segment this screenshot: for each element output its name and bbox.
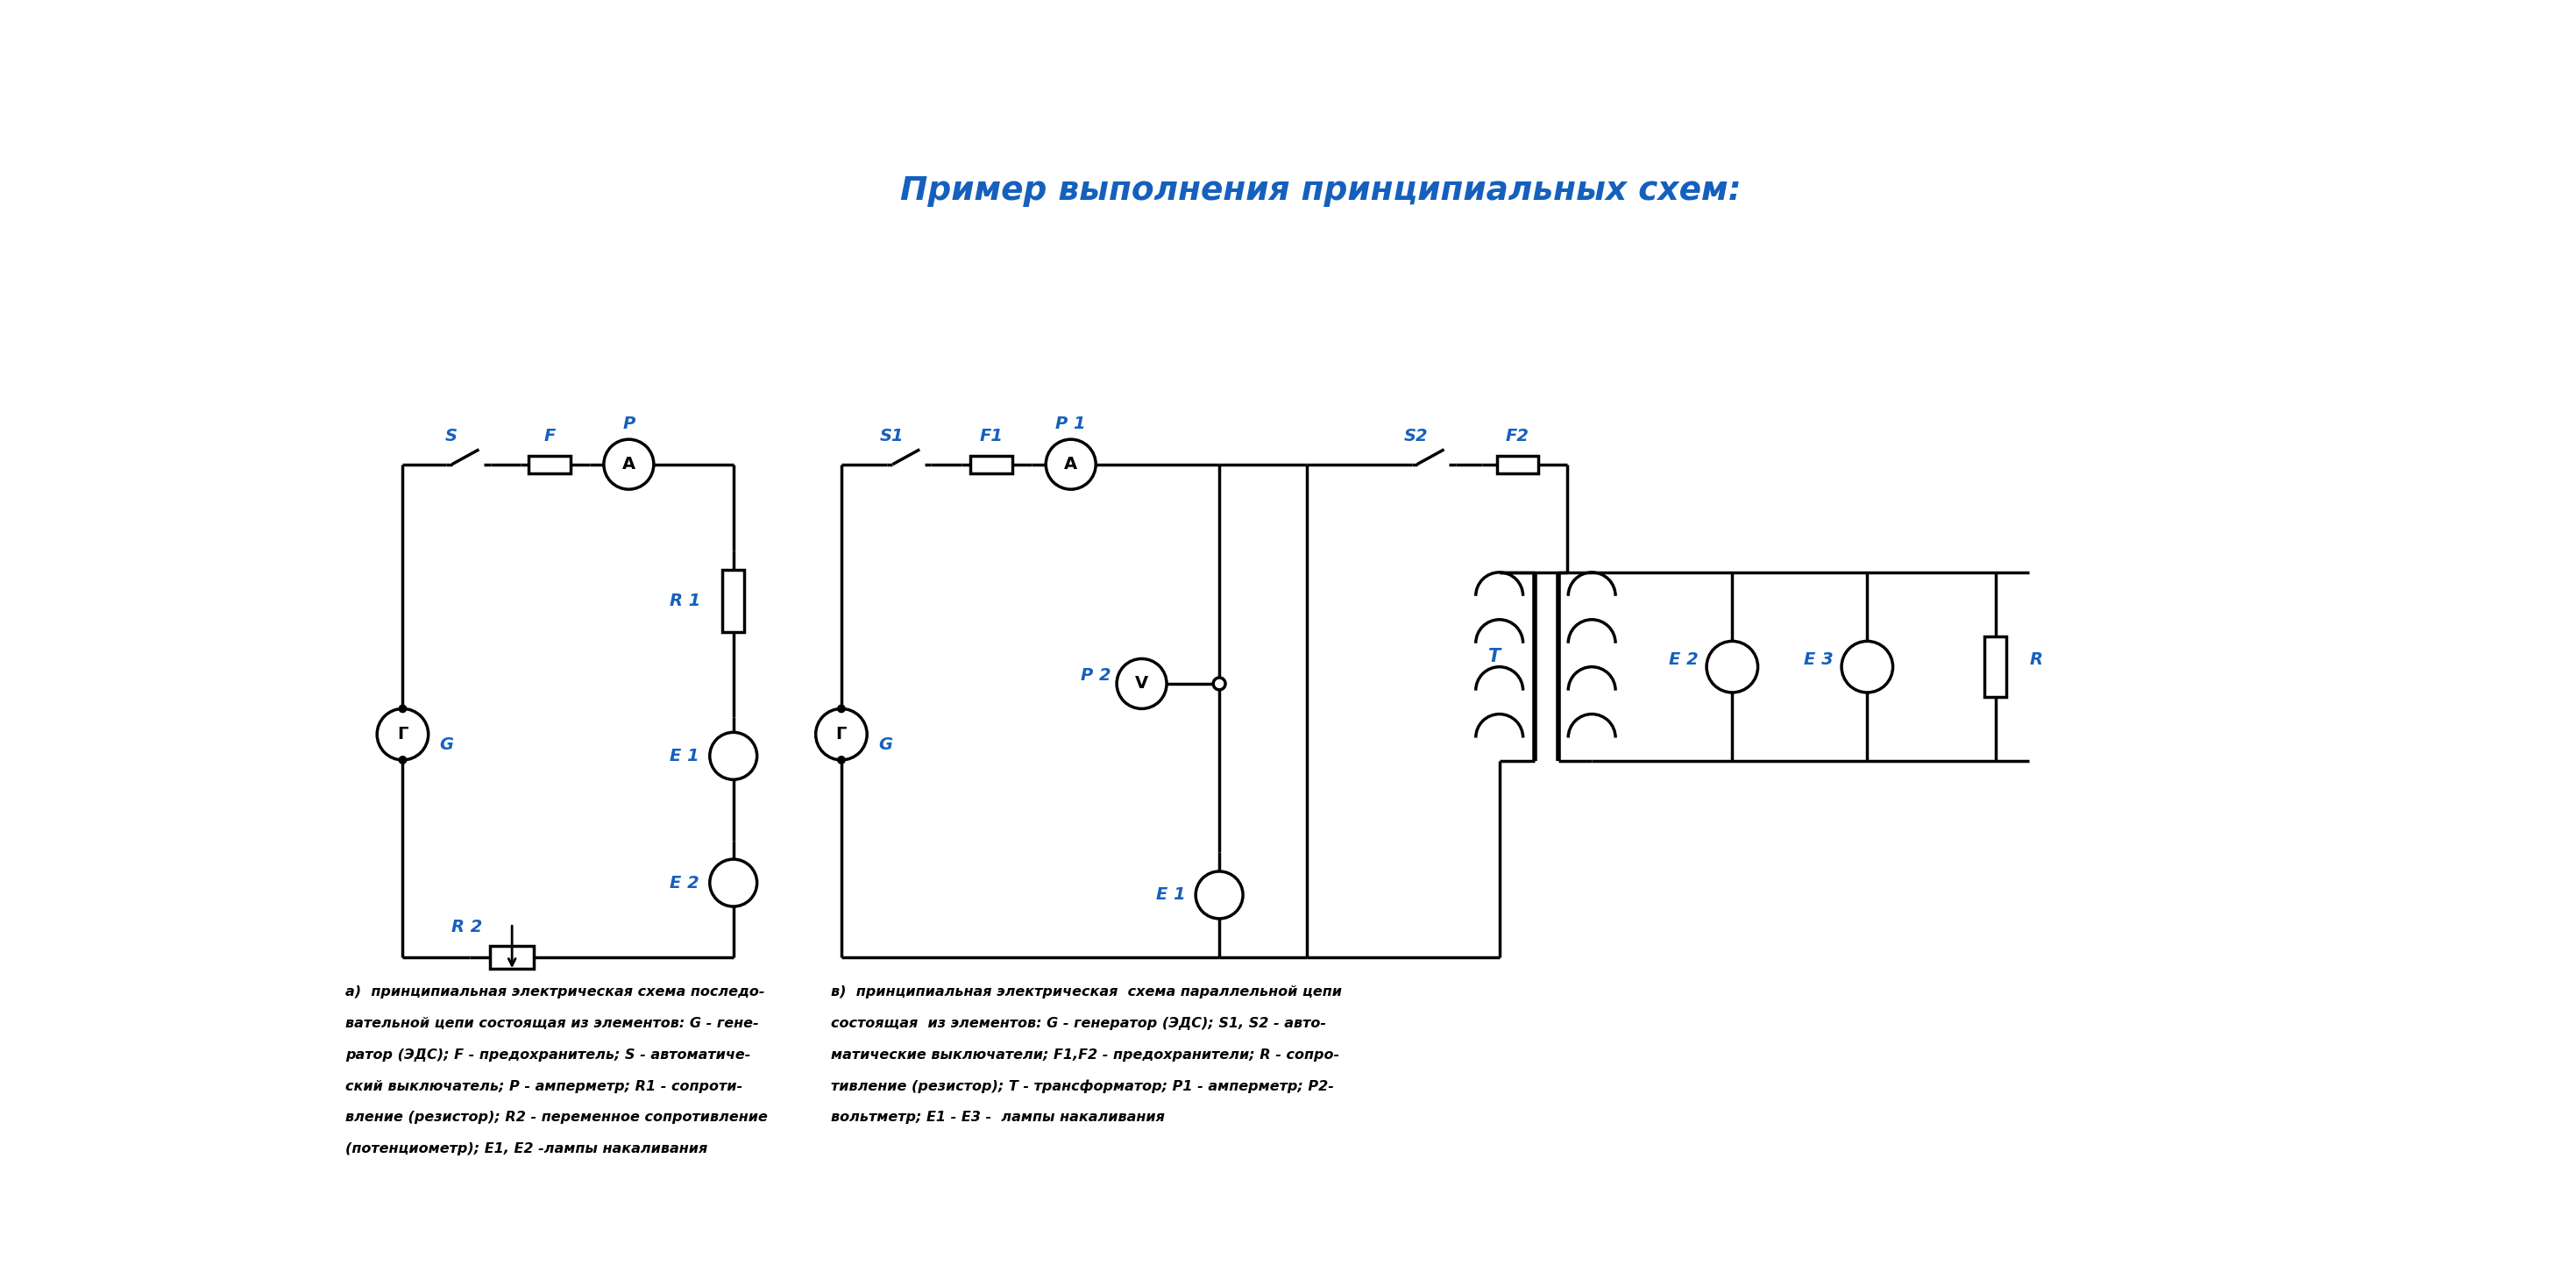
Text: Г: Г — [397, 726, 407, 743]
Text: E 2: E 2 — [670, 874, 701, 891]
Text: G: G — [440, 736, 453, 753]
Text: S: S — [446, 428, 459, 444]
Text: T: T — [1489, 648, 1502, 665]
Circle shape — [603, 439, 654, 490]
Bar — [528, 455, 572, 473]
Circle shape — [1195, 872, 1244, 918]
Text: Г: Г — [837, 726, 848, 743]
Text: а)  принципиальная электрическая схема последо-: а) принципиальная электрическая схема по… — [345, 985, 765, 998]
Text: матические выключатели; F1,F2 - предохранители; R - сопро-: матические выключатели; F1,F2 - предохра… — [832, 1049, 1340, 1061]
Bar — [1497, 455, 1538, 473]
Text: E 1: E 1 — [1157, 887, 1185, 903]
Text: вательной цепи состоящая из элементов: G - гене-: вательной цепи состоящая из элементов: G… — [345, 1017, 760, 1030]
Circle shape — [1118, 659, 1167, 708]
Circle shape — [1046, 439, 1095, 490]
Text: F1: F1 — [979, 428, 1002, 444]
Circle shape — [1705, 641, 1757, 692]
Bar — [489, 946, 533, 969]
Bar — [971, 455, 1012, 473]
Text: P 1: P 1 — [1056, 415, 1087, 433]
Bar — [1984, 636, 2007, 697]
Text: состоящая  из элементов: G - генератор (ЭДС); S1, S2 - авто-: состоящая из элементов: G - генератор (Э… — [832, 1017, 1327, 1030]
Text: вольтметр; E1 - E3 -  лампы накаливания: вольтметр; E1 - E3 - лампы накаливания — [832, 1111, 1164, 1125]
Text: ский выключатель; P - амперметр; R1 - сопроти-: ский выключатель; P - амперметр; R1 - со… — [345, 1079, 742, 1093]
Text: Пример выполнения принципиальных схем:: Пример выполнения принципиальных схем: — [899, 175, 1741, 206]
Text: вление (резистор); R2 - переменное сопротивление: вление (резистор); R2 - переменное сопро… — [345, 1111, 768, 1125]
Text: E 1: E 1 — [670, 748, 701, 764]
Text: А: А — [1064, 455, 1077, 473]
Text: (потенциометр); E1, E2 -лампы накаливания: (потенциометр); E1, E2 -лампы накаливани… — [345, 1142, 708, 1155]
Circle shape — [837, 756, 845, 764]
Text: в)  принципиальная электрическая  схема параллельной цепи: в) принципиальная электрическая схема па… — [832, 985, 1342, 998]
Text: А: А — [623, 455, 636, 473]
Circle shape — [837, 705, 845, 712]
Circle shape — [711, 859, 757, 907]
Text: P: P — [623, 415, 636, 433]
Circle shape — [1842, 641, 1893, 692]
Text: F: F — [544, 428, 556, 444]
Text: E 3: E 3 — [1803, 651, 1834, 668]
Bar — [724, 569, 744, 631]
Text: тивление (резистор); T - трансформатор; P1 - амперметр; P2-: тивление (резистор); T - трансформатор; … — [832, 1079, 1334, 1093]
Text: S1: S1 — [881, 428, 904, 444]
Circle shape — [376, 708, 428, 760]
Text: P 2: P 2 — [1079, 667, 1110, 684]
Text: S2: S2 — [1404, 428, 1430, 444]
Text: R 1: R 1 — [670, 592, 701, 608]
Text: ратор (ЭДС); F - предохранитель; S - автоматиче-: ратор (ЭДС); F - предохранитель; S - авт… — [345, 1049, 750, 1061]
Circle shape — [399, 705, 407, 712]
Text: R 2: R 2 — [451, 920, 482, 936]
Text: F2: F2 — [1507, 428, 1530, 444]
Circle shape — [399, 756, 407, 764]
Text: V: V — [1136, 676, 1149, 692]
Circle shape — [817, 708, 868, 760]
Circle shape — [711, 732, 757, 779]
Text: G: G — [878, 736, 891, 753]
Text: R: R — [2030, 651, 2043, 668]
Text: E 2: E 2 — [1669, 651, 1698, 668]
Circle shape — [1213, 678, 1226, 689]
